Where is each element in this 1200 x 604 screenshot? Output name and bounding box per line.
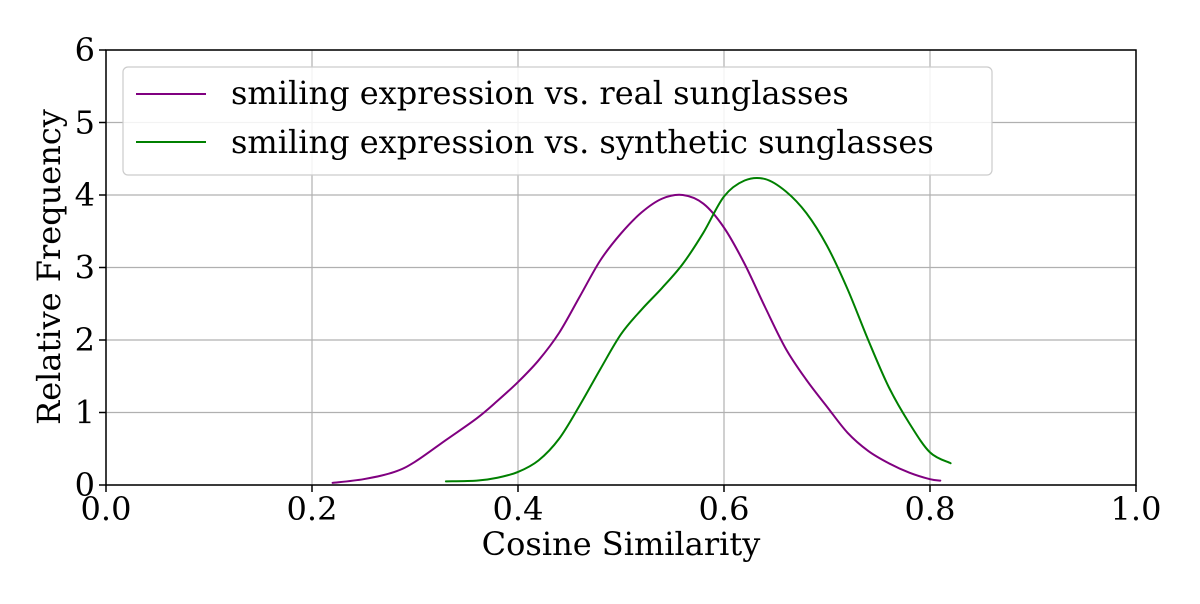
series-line-synthetic-sunglasses [444, 176, 952, 483]
series-lines [331, 176, 952, 484]
x-tick-label: 0.6 [699, 490, 750, 528]
legend-box [122, 66, 993, 176]
series-line-real-sunglasses [331, 193, 942, 484]
y-tick-label: 0 [75, 466, 95, 504]
x-tick-label: 0.8 [905, 490, 956, 528]
y-tick-label: 3 [75, 249, 95, 287]
y-tick-label: 5 [75, 104, 95, 142]
y-tick-label: 6 [75, 31, 95, 69]
y-tick-label: 1 [75, 394, 95, 432]
y-tick-label: 4 [75, 176, 95, 214]
legend-label-real-sunglasses: smiling expression vs. real sunglasses [231, 74, 849, 112]
x-tick-label: 0.0 [81, 490, 132, 528]
x-tick-label: 1.0 [1111, 490, 1162, 528]
x-tick-label: 0.2 [287, 490, 338, 528]
x-axis-label: Cosine Similarity [482, 525, 761, 563]
y-axis-label: Relative Frequency [30, 109, 68, 425]
x-tick-label: 0.4 [493, 490, 544, 528]
legend: smiling expression vs. real sunglasses s… [122, 66, 993, 176]
axis-ticks: 0.0 0.2 0.4 0.6 0.8 1.0 0 1 2 3 4 5 6 [75, 31, 1162, 528]
legend-label-synthetic-sunglasses: smiling expression vs. synthetic sunglas… [231, 123, 934, 161]
y-tick-label: 2 [75, 321, 95, 359]
